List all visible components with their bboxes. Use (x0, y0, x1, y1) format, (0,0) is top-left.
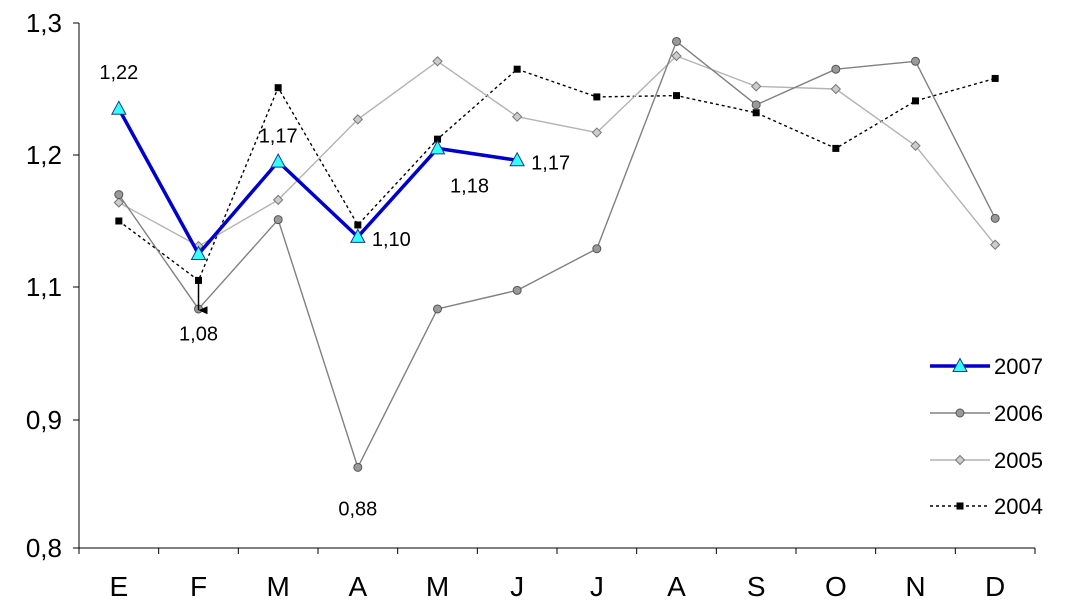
annotations: 1,22 1,08 1,17 1,10 1,18 1,17 0,88 (99, 62, 570, 521)
y-tick-label: 1,3 (26, 8, 62, 38)
data-point-2004 (434, 135, 441, 143)
data-point-2006 (512, 285, 522, 295)
series-layer (110, 36, 1001, 472)
data-point-2006 (433, 304, 442, 314)
data-point-2006 (353, 462, 363, 472)
axes: 0,8 0,9 1,1 1,2 1,3 E F M A M J J A S O N D (26, 8, 1036, 602)
data-point-2005 (830, 83, 842, 95)
data-point-2004 (912, 97, 919, 105)
series-2004 (115, 65, 999, 284)
x-tick-label: M (267, 571, 290, 602)
data-point-2006 (751, 100, 761, 110)
data-point-2006 (273, 215, 283, 225)
data-point-2004 (991, 74, 999, 82)
data-point-2005 (750, 81, 762, 92)
y-tick-label: 0,9 (26, 405, 62, 435)
legend-item-2004: 2004 (930, 494, 1043, 519)
data-point-2005 (113, 197, 125, 208)
x-tick-label: F (190, 571, 207, 602)
data-point-2004 (115, 217, 123, 225)
y-tick-label: 0,8 (26, 533, 62, 563)
series-2007 (110, 100, 526, 260)
legend-item-2007: 2007 (930, 354, 1043, 379)
x-tick-label: A (348, 571, 367, 602)
legend-marker-2005 (954, 454, 966, 466)
series-2006 (114, 36, 1000, 472)
legend-label-2004: 2004 (994, 494, 1043, 519)
data-label: 1,22 (99, 62, 138, 84)
series-2005 (113, 50, 1001, 252)
data-label: 0,88 (338, 498, 377, 520)
legend-item-2005: 2005 (930, 448, 1043, 473)
data-point-2005 (989, 239, 1001, 250)
data-label: 1,10 (372, 229, 411, 251)
data-point-2004 (673, 92, 680, 100)
data-point-2007 (190, 245, 207, 260)
legend-label-2006: 2006 (994, 401, 1043, 426)
x-tick-label: E (109, 571, 128, 602)
x-tick-label: N (905, 571, 925, 602)
data-point-2007 (110, 100, 127, 115)
data-label: 1,17 (531, 152, 570, 174)
data-point-2005 (591, 127, 603, 138)
data-point-2004 (274, 84, 282, 92)
data-point-2006 (672, 36, 681, 46)
legend-label-2005: 2005 (994, 448, 1043, 473)
data-label: 1,08 (179, 323, 218, 345)
x-tick-label: D (985, 571, 1005, 602)
data-point-2005 (671, 50, 682, 62)
legend-item-2006: 2006 (930, 401, 1043, 426)
x-tick-label: O (825, 571, 847, 602)
data-point-2007 (429, 139, 446, 155)
data-label: 1,18 (450, 175, 489, 197)
series-line-2006 (118, 40, 996, 469)
data-point-2005 (352, 114, 364, 125)
data-point-2004 (832, 144, 840, 152)
legend-marker-2007 (952, 357, 968, 372)
data-point-2007 (509, 151, 526, 167)
data-point-2006 (114, 190, 124, 200)
legend-marker-2006 (955, 408, 965, 418)
data-point-2006 (592, 244, 602, 254)
x-tick-label: J (590, 571, 604, 602)
series-line-2007 (117, 107, 518, 256)
data-point-2004 (513, 65, 521, 73)
data-point-2007 (270, 153, 287, 168)
data-point-2005 (272, 194, 284, 206)
data-label: 1,17 (259, 126, 298, 148)
data-point-2004 (752, 109, 760, 117)
data-point-2004 (593, 93, 601, 101)
data-point-2004 (354, 221, 362, 229)
data-point-2006 (911, 56, 920, 66)
legend: 2007 2006 2005 2004 (930, 354, 1043, 519)
data-point-2005 (910, 140, 921, 151)
x-tick-label: J (510, 571, 524, 602)
data-point-2005 (432, 56, 443, 67)
y-tick-label: 1,2 (26, 140, 62, 170)
legend-marker-2004 (956, 502, 964, 510)
x-tick-label: A (667, 571, 686, 602)
y-tick-label: 1,1 (26, 272, 62, 302)
x-tick-label: M (426, 571, 449, 602)
x-tick-label: S (747, 571, 766, 602)
legend-label-2007: 2007 (994, 354, 1043, 379)
data-point-2006 (831, 64, 841, 74)
data-point-2005 (511, 111, 523, 122)
data-point-2006 (990, 213, 1000, 223)
series-line-2005 (118, 55, 996, 247)
series-line-2004 (118, 68, 996, 282)
data-point-2007 (349, 228, 366, 243)
